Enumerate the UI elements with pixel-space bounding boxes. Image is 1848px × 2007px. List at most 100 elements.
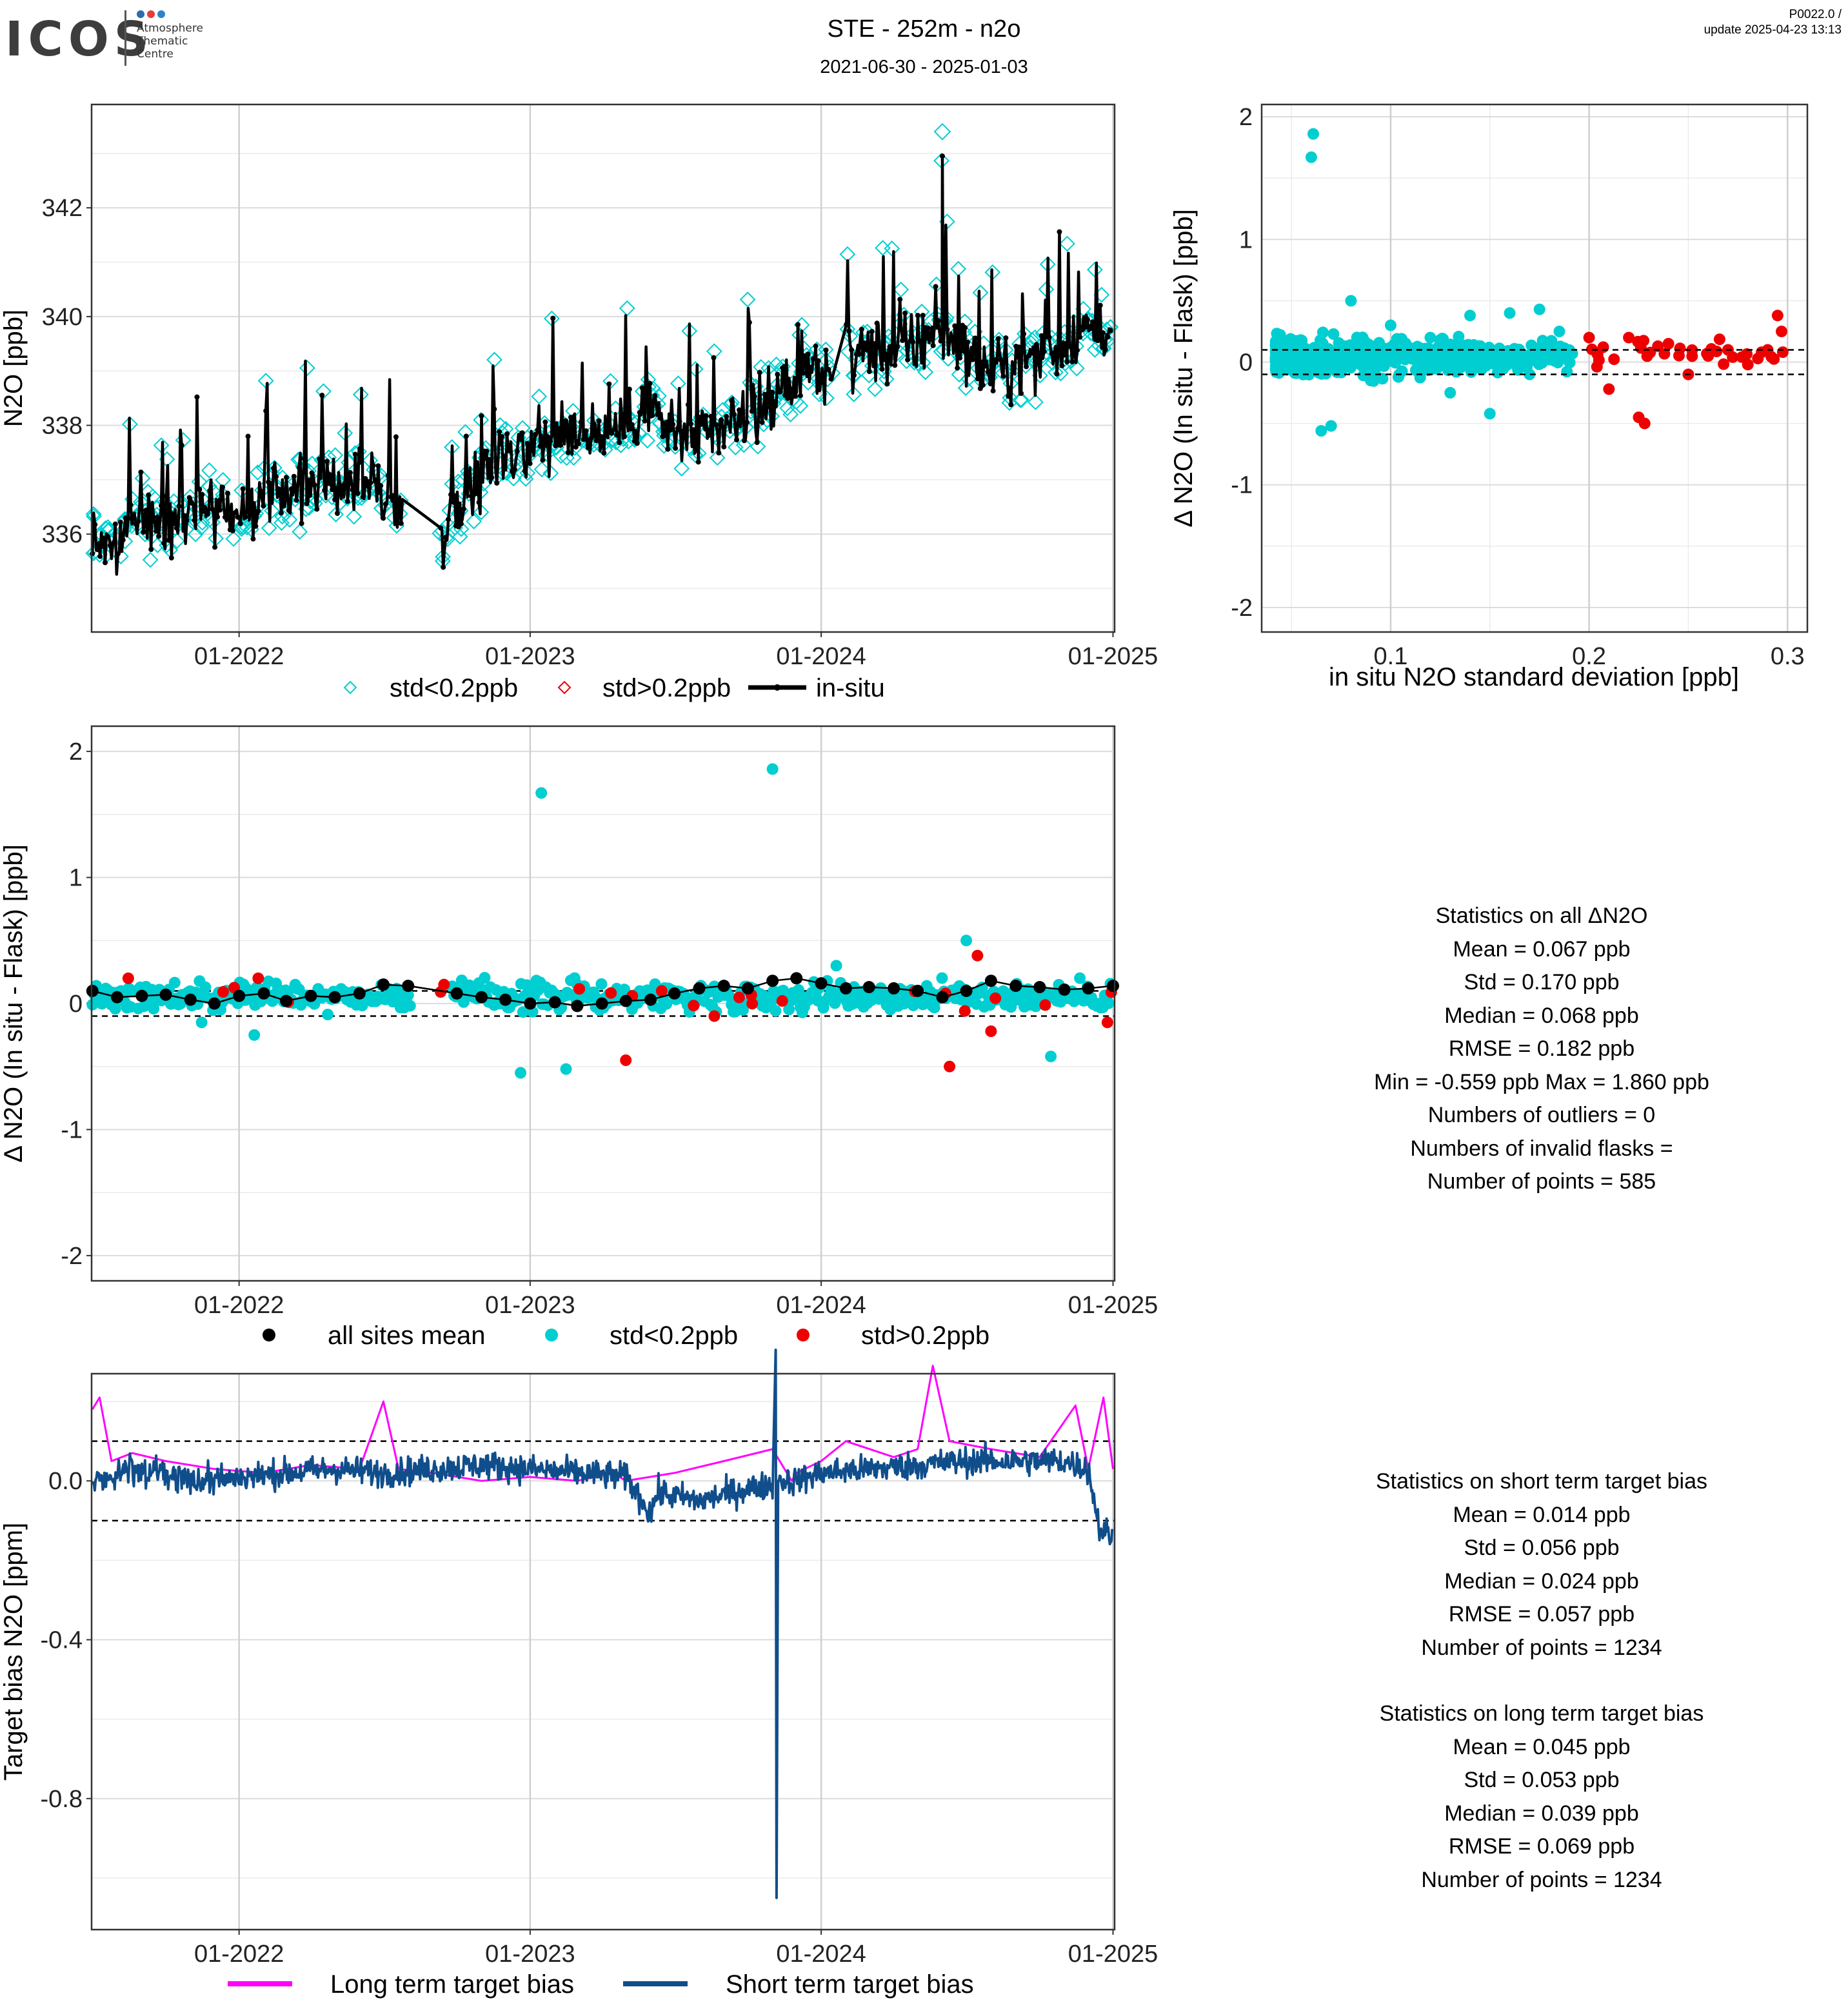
insitu-point: [156, 533, 162, 539]
insitu-point: [306, 477, 312, 483]
stats-line: Std = 0.170 ppb: [1464, 970, 1620, 994]
std-low-point: [1566, 348, 1578, 360]
insitu-point: [1097, 302, 1103, 308]
mean-point: [1009, 980, 1022, 993]
mean-point: [815, 977, 828, 990]
insitu-point: [522, 468, 528, 474]
insitu-point: [754, 440, 760, 446]
std-low-point: [1494, 358, 1506, 370]
std-high-point: [1658, 348, 1671, 360]
insitu-point: [1102, 347, 1108, 353]
insitu-point: [820, 375, 826, 381]
x-tick-label: 01-2025: [1068, 1292, 1158, 1319]
insitu-point: [591, 433, 597, 439]
legend-std-high-icon: [797, 1329, 810, 1341]
std-low-marker: [1059, 235, 1075, 252]
insitu-point: [476, 500, 482, 506]
mean-point: [304, 989, 317, 1002]
std-low-point: [1564, 357, 1576, 369]
mean-point: [184, 993, 197, 1006]
insitu-point: [386, 473, 392, 479]
insitu-point: [258, 488, 264, 494]
std-low-marker: [709, 450, 726, 466]
std-low-point: [1395, 333, 1407, 345]
insitu-point: [154, 528, 159, 534]
insitu-point: [657, 415, 663, 421]
insitu-point: [990, 388, 996, 394]
insitu-point: [611, 426, 617, 432]
insitu-point: [861, 340, 867, 346]
std-low-point: [515, 1067, 527, 1079]
std-high-point: [1713, 333, 1725, 346]
std-low-marker: [867, 381, 883, 397]
std-low-point: [1499, 349, 1511, 361]
insitu-point: [519, 430, 525, 436]
std-low-point: [1389, 350, 1401, 362]
insitu-point: [141, 529, 146, 535]
insitu-point: [545, 434, 551, 440]
mean-point: [741, 982, 754, 995]
x-tick-label: 01-2024: [776, 1292, 866, 1319]
std-high-point: [1702, 350, 1714, 362]
insitu-point: [494, 480, 500, 486]
std-low-marker: [884, 240, 900, 257]
std-low-point: [96, 998, 108, 1010]
insitu-point: [670, 422, 676, 428]
insitu-point: [734, 437, 740, 442]
std-low-point: [1420, 364, 1433, 376]
insitu-point: [357, 459, 363, 465]
x-tick-label: 01-2024: [776, 643, 866, 670]
std-high-point: [620, 1054, 632, 1066]
insitu-point: [1000, 373, 1006, 379]
insitu-point: [1089, 319, 1095, 325]
std-low-point: [783, 1004, 795, 1016]
std-low-marker: [782, 406, 799, 422]
insitu-point: [484, 448, 490, 454]
insitu-point: [764, 404, 770, 410]
insitu-point: [642, 418, 648, 424]
std-low-point: [1453, 330, 1465, 342]
x-tick-label: 0.1: [1374, 643, 1408, 670]
std-low-point: [148, 1003, 160, 1015]
logo-divider: [124, 10, 126, 66]
y-tick-label: 2: [69, 738, 83, 766]
std-low-point: [1045, 1051, 1057, 1063]
std-high-point: [944, 1060, 956, 1073]
insitu-point: [815, 358, 821, 364]
insitu-point: [882, 357, 888, 362]
x-tick-label: 01-2024: [776, 1941, 866, 1968]
insitu-point: [892, 362, 898, 368]
insitu-point: [327, 471, 333, 477]
std-low-marker: [565, 450, 582, 466]
insitu-point: [871, 341, 877, 346]
insitu-point: [212, 544, 218, 550]
std-low-point: [457, 996, 470, 1008]
insitu-point: [998, 357, 1004, 362]
insitu-point: [176, 504, 182, 509]
y-axis-label: Δ N2O (In situ - Flask) [ppb]: [0, 844, 28, 1163]
insitu-point: [737, 407, 742, 413]
std-low-marker: [187, 526, 204, 542]
std-low-point: [770, 1005, 782, 1017]
std-high-point: [1039, 999, 1051, 1011]
insitu-point: [969, 357, 975, 362]
stats-line: Number of points = 585: [1427, 1169, 1656, 1194]
stats-line: Median = 0.068 ppb: [1444, 1003, 1639, 1028]
insitu-point: [949, 337, 955, 342]
std-low-point: [560, 1063, 572, 1075]
mean-point: [208, 997, 221, 1010]
insitu-point: [770, 390, 775, 395]
std-low-point: [1509, 359, 1522, 371]
std-low-marker: [274, 508, 291, 525]
insitu-point: [334, 511, 340, 517]
std-low-marker: [299, 360, 315, 377]
insitu-point: [844, 322, 849, 328]
insitu-point: [1041, 349, 1047, 355]
std-high-point: [1101, 1016, 1113, 1029]
mean-point: [984, 974, 997, 987]
std-low-point: [1553, 325, 1565, 337]
insitu-point: [826, 366, 831, 372]
insitu-point: [859, 326, 864, 332]
insitu-point: [168, 555, 174, 561]
insitu-point: [739, 411, 744, 417]
